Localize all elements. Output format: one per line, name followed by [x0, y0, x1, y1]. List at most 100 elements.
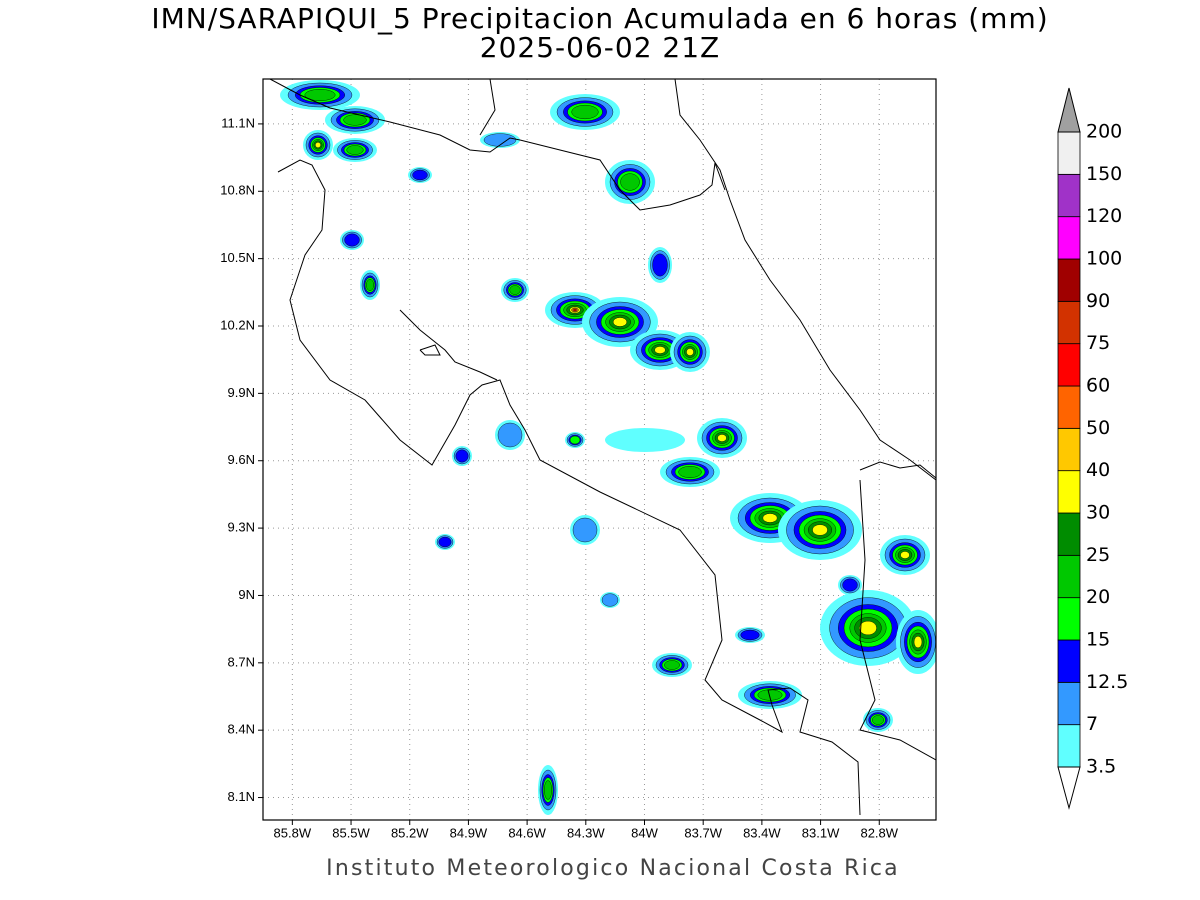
rain-contour [872, 715, 884, 725]
x-tick-label: 85.2W [391, 825, 429, 840]
y-tick-label: 8.7N [228, 654, 255, 669]
colorbar-box [1057, 724, 1081, 768]
rain-cell [697, 418, 747, 458]
rain-cell [652, 653, 692, 677]
rain-contour [304, 89, 336, 101]
coastline [674, 79, 936, 481]
rain-cell [480, 132, 520, 148]
rain-cell [550, 94, 620, 130]
colorbar-box [1057, 470, 1081, 514]
rain-cell [303, 130, 333, 160]
colorbar-label: 60 [1086, 375, 1110, 397]
colorbar-label: 90 [1086, 290, 1110, 312]
rain-cell [660, 457, 720, 487]
rain-contour [842, 578, 858, 592]
y-tick-label: 9.9N [228, 385, 255, 400]
coastline [419, 344, 441, 356]
rain-cell [325, 106, 385, 134]
footer: Instituto Meteorologico Nacional Costa R… [326, 856, 900, 881]
x-tick-label: 82.8W [860, 825, 898, 840]
colorbar-box [1057, 639, 1081, 683]
rain-contour [605, 428, 685, 452]
colorbar-box [1057, 554, 1081, 599]
rain-contour [315, 142, 321, 148]
colorbar-box [1057, 385, 1081, 429]
y-tick-label: 11.1N [221, 115, 255, 130]
colorbar-box [1057, 681, 1081, 726]
rain-cell [863, 708, 893, 732]
subtitle: 2025-06-02 21Z [480, 31, 720, 64]
colorbar-label: 200 [1086, 121, 1122, 143]
rain-cell [565, 432, 585, 448]
colorbar-box [1057, 131, 1081, 175]
rain-cell [820, 590, 916, 666]
rain-contour [412, 169, 428, 181]
rain-contour [346, 145, 364, 155]
rain-contour [509, 285, 521, 295]
colorbar-label: 75 [1086, 332, 1110, 354]
rain-contour [686, 348, 694, 356]
x-tick-label: 84.6W [508, 825, 546, 840]
coastline [399, 309, 498, 381]
rain-cell [600, 592, 620, 608]
title: IMN/SARAPIQUI_5 Precipitacion Acumulada … [151, 2, 1048, 35]
rain-contour [571, 104, 599, 120]
rain-cell [452, 446, 472, 466]
colorbar-under [1057, 766, 1081, 810]
rain-contour [569, 435, 581, 445]
rain-contour [900, 551, 910, 559]
rain-contour [612, 317, 628, 327]
colorbar-label: 7 [1086, 713, 1098, 735]
rain-cell [408, 167, 432, 183]
rain-contour [572, 517, 598, 543]
colorbar-label: 25 [1086, 544, 1110, 566]
rain-cell [360, 270, 380, 300]
colorbar-box [1057, 512, 1081, 556]
x-tick-label: 83.1W [802, 825, 840, 840]
rain-contour [601, 593, 619, 607]
x-tick-label: 83.7W [684, 825, 722, 840]
rain-cell [570, 515, 600, 545]
border [269, 79, 726, 211]
x-tick-label: 84W [631, 825, 658, 840]
colorbar-label: 120 [1086, 205, 1122, 227]
colorbar-label: 40 [1086, 459, 1110, 481]
colorbar-label: 12.5 [1086, 671, 1128, 693]
grid [263, 79, 936, 820]
rain-contour [664, 660, 680, 670]
rain-contour [717, 434, 727, 442]
rain-cell [605, 160, 655, 204]
rain-cell [538, 765, 558, 815]
colorbar: 3.5 7 12.5 15 20 25 30 40 50 60 75 90 100 120 150 200 [1057, 87, 1128, 810]
rain-cell [501, 278, 529, 302]
y-tick-label: 10.2N [220, 317, 255, 332]
rain-contour [483, 133, 517, 147]
rain-contour [544, 780, 553, 800]
colorbar-label: 20 [1086, 586, 1110, 608]
rain-contour [859, 620, 877, 636]
colorbar-over [1057, 87, 1081, 133]
colorbar-label: 100 [1086, 248, 1122, 270]
rain-cell [333, 138, 377, 162]
rain-cell [435, 534, 455, 550]
rain-contour [740, 629, 760, 641]
colorbar-box [1057, 258, 1081, 302]
x-tick-label: 85.5W [332, 825, 370, 840]
y-tick-label: 9N [238, 587, 255, 602]
colorbar-box [1057, 173, 1081, 218]
map-frame [262, 78, 937, 821]
colorbar-label: 50 [1086, 417, 1110, 439]
coastline [479, 79, 496, 136]
colorbar-box [1057, 216, 1081, 260]
x-tick-label: 83.4W [743, 825, 781, 840]
rain-cell [340, 230, 364, 250]
colorbar-box [1057, 343, 1081, 387]
colorbar-box [1057, 597, 1081, 641]
y-tick-label: 8.4N [228, 722, 255, 737]
rain-contour [438, 536, 452, 548]
rain-contour [366, 279, 375, 291]
rain-cell [880, 535, 930, 575]
rain-cell [605, 428, 685, 452]
colorbar-box [1057, 427, 1081, 472]
